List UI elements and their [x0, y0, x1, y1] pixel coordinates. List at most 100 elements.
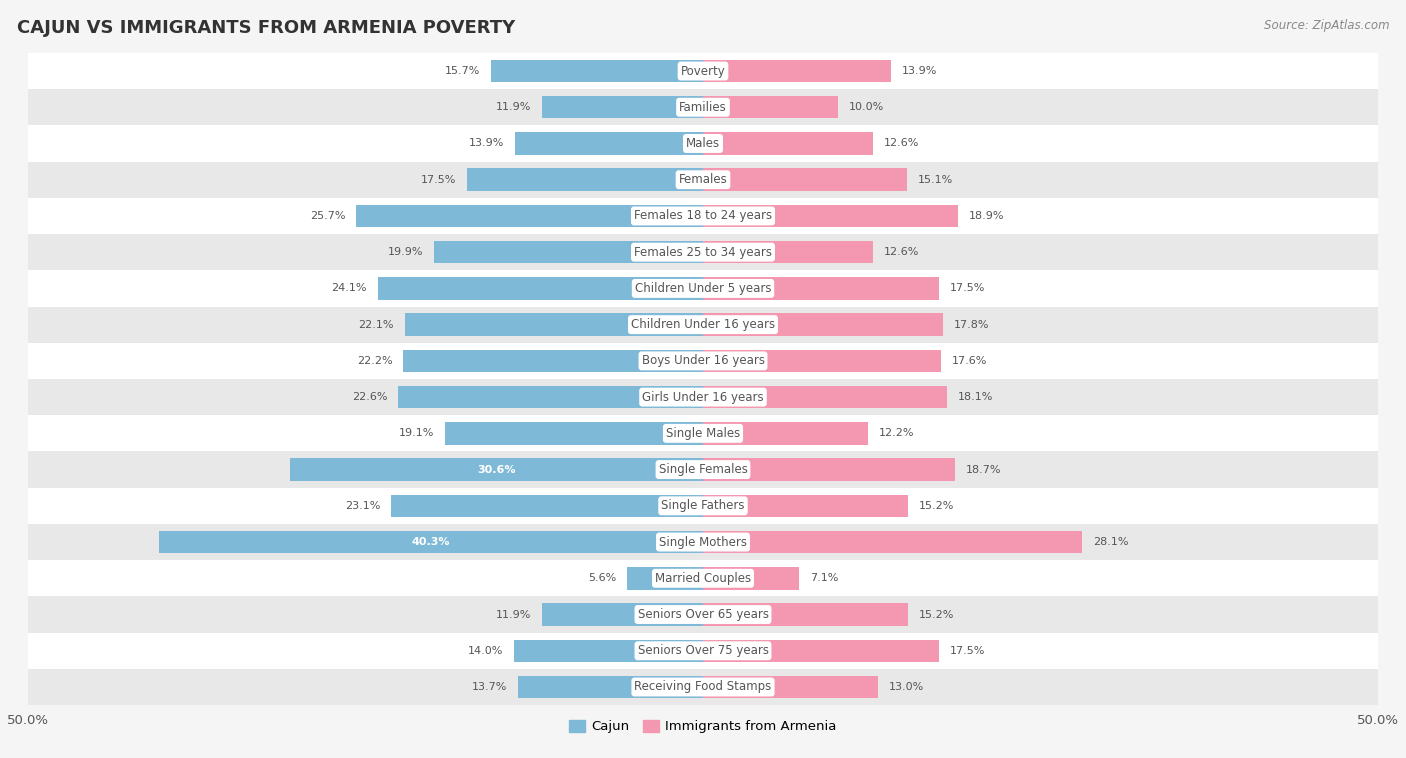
Bar — [28, 306, 1378, 343]
Text: Boys Under 16 years: Boys Under 16 years — [641, 355, 765, 368]
Bar — [405, 313, 703, 336]
Bar — [391, 494, 703, 517]
Bar — [398, 386, 703, 409]
Bar — [703, 96, 838, 118]
Text: Single Females: Single Females — [658, 463, 748, 476]
Text: 11.9%: 11.9% — [496, 609, 531, 619]
Bar — [28, 452, 1378, 487]
Bar — [703, 168, 907, 191]
Text: 12.6%: 12.6% — [884, 139, 920, 149]
Text: 15.1%: 15.1% — [918, 174, 953, 185]
Text: 14.0%: 14.0% — [468, 646, 503, 656]
Bar — [543, 603, 703, 626]
Bar — [28, 271, 1378, 306]
Bar — [28, 669, 1378, 705]
Bar — [703, 567, 799, 590]
Text: 17.6%: 17.6% — [952, 356, 987, 366]
Bar — [28, 597, 1378, 633]
Text: Seniors Over 75 years: Seniors Over 75 years — [637, 644, 769, 657]
Bar — [467, 168, 703, 191]
Text: 19.9%: 19.9% — [388, 247, 423, 257]
Bar — [28, 415, 1378, 452]
Text: Families: Families — [679, 101, 727, 114]
Bar — [703, 386, 948, 409]
Bar — [491, 60, 703, 83]
Text: 15.2%: 15.2% — [920, 609, 955, 619]
Text: 17.5%: 17.5% — [950, 646, 986, 656]
Bar — [703, 494, 908, 517]
Bar — [28, 560, 1378, 597]
Text: CAJUN VS IMMIGRANTS FROM ARMENIA POVERTY: CAJUN VS IMMIGRANTS FROM ARMENIA POVERTY — [17, 19, 515, 37]
Text: Females 18 to 24 years: Females 18 to 24 years — [634, 209, 772, 222]
Text: Poverty: Poverty — [681, 64, 725, 77]
Text: 28.1%: 28.1% — [1092, 537, 1129, 547]
Bar — [703, 676, 879, 698]
Text: 17.5%: 17.5% — [950, 283, 986, 293]
Text: 15.7%: 15.7% — [444, 66, 481, 76]
Text: 19.1%: 19.1% — [399, 428, 434, 438]
Text: 22.6%: 22.6% — [352, 392, 387, 402]
Text: 22.2%: 22.2% — [357, 356, 392, 366]
Text: 23.1%: 23.1% — [344, 501, 381, 511]
Text: Single Fathers: Single Fathers — [661, 500, 745, 512]
Text: 13.9%: 13.9% — [901, 66, 936, 76]
Bar — [28, 198, 1378, 234]
Bar — [28, 524, 1378, 560]
Text: Males: Males — [686, 137, 720, 150]
Bar — [28, 379, 1378, 415]
Bar — [703, 459, 956, 481]
Text: 13.0%: 13.0% — [889, 682, 925, 692]
Text: 18.7%: 18.7% — [966, 465, 1001, 475]
Bar — [703, 60, 890, 83]
Text: 13.9%: 13.9% — [470, 139, 505, 149]
Bar — [28, 89, 1378, 125]
Bar — [28, 125, 1378, 161]
Bar — [290, 459, 703, 481]
Text: Children Under 5 years: Children Under 5 years — [634, 282, 772, 295]
Bar — [446, 422, 703, 445]
Bar — [703, 531, 1083, 553]
Text: 24.1%: 24.1% — [332, 283, 367, 293]
Bar — [703, 349, 941, 372]
Text: Females 25 to 34 years: Females 25 to 34 years — [634, 246, 772, 258]
Bar — [703, 241, 873, 264]
Text: Females: Females — [679, 174, 727, 186]
Bar — [28, 487, 1378, 524]
Bar — [28, 53, 1378, 89]
Bar — [517, 676, 703, 698]
Bar — [703, 603, 908, 626]
Text: Receiving Food Stamps: Receiving Food Stamps — [634, 681, 772, 694]
Bar — [703, 313, 943, 336]
Text: 17.8%: 17.8% — [955, 320, 990, 330]
Bar — [516, 132, 703, 155]
Text: Source: ZipAtlas.com: Source: ZipAtlas.com — [1264, 19, 1389, 32]
Text: 15.2%: 15.2% — [920, 501, 955, 511]
Text: 10.0%: 10.0% — [849, 102, 884, 112]
Bar — [627, 567, 703, 590]
Text: Single Mothers: Single Mothers — [659, 536, 747, 549]
Text: Single Males: Single Males — [666, 427, 740, 440]
Bar — [28, 633, 1378, 669]
Bar — [515, 640, 703, 662]
Text: Children Under 16 years: Children Under 16 years — [631, 318, 775, 331]
Bar — [543, 96, 703, 118]
Text: 5.6%: 5.6% — [588, 573, 617, 584]
Text: 18.9%: 18.9% — [969, 211, 1004, 221]
Bar — [356, 205, 703, 227]
Bar — [28, 234, 1378, 271]
Text: 18.1%: 18.1% — [957, 392, 994, 402]
Text: Girls Under 16 years: Girls Under 16 years — [643, 390, 763, 403]
Text: 12.6%: 12.6% — [884, 247, 920, 257]
Bar — [703, 277, 939, 299]
Text: 17.5%: 17.5% — [420, 174, 456, 185]
Bar — [434, 241, 703, 264]
Bar — [703, 132, 873, 155]
Text: 7.1%: 7.1% — [810, 573, 838, 584]
Bar — [28, 343, 1378, 379]
Text: 13.7%: 13.7% — [472, 682, 508, 692]
Text: 30.6%: 30.6% — [477, 465, 516, 475]
Text: Married Couples: Married Couples — [655, 572, 751, 584]
Bar — [159, 531, 703, 553]
Bar — [378, 277, 703, 299]
Text: 11.9%: 11.9% — [496, 102, 531, 112]
